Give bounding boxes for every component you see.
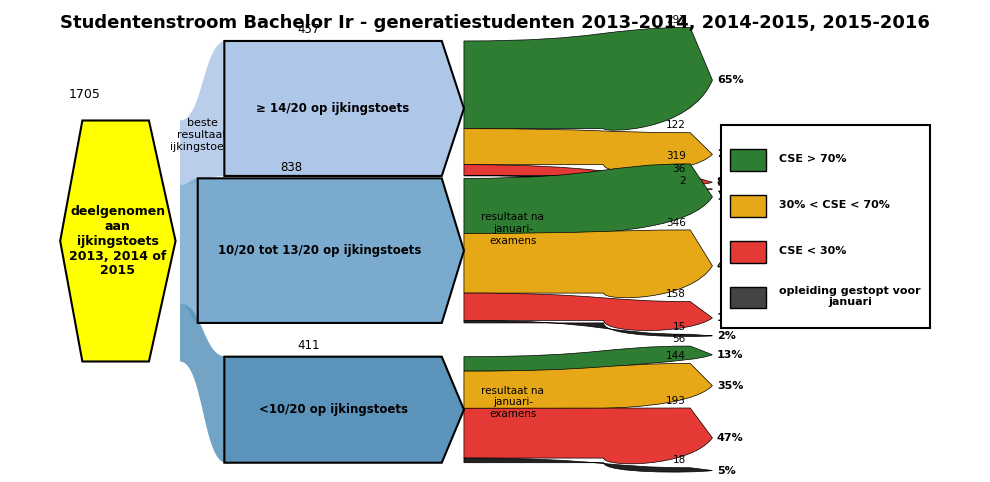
FancyBboxPatch shape [731,195,765,217]
Text: resultaat na
januari-
examens: resultaat na januari- examens [481,386,544,419]
PathPatch shape [464,129,713,172]
Text: 158: 158 [666,289,686,299]
PathPatch shape [464,175,713,189]
Text: 56: 56 [672,334,686,344]
Text: 8%: 8% [717,177,736,187]
Text: 65%: 65% [717,75,743,85]
PathPatch shape [180,178,200,323]
Text: 36: 36 [672,163,686,174]
Text: deelgenomen
aan
ijkingstoets
2013, 2014 of
2015: deelgenomen aan ijkingstoets 2013, 2014 … [69,204,166,278]
Text: 319: 319 [666,151,686,161]
PathPatch shape [464,408,713,464]
Text: 457: 457 [297,23,320,36]
Text: 26%: 26% [717,149,743,160]
FancyBboxPatch shape [731,149,765,171]
Text: CSE > 70%: CSE > 70% [779,154,846,164]
PathPatch shape [464,27,713,130]
FancyBboxPatch shape [731,241,765,263]
Text: 35%: 35% [717,381,743,391]
Text: 2: 2 [679,176,686,187]
Polygon shape [198,178,464,323]
Text: beste
resultaat
ijkingstoets: beste resultaat ijkingstoets [170,119,235,151]
Text: 2%: 2% [717,331,736,341]
Text: 38%: 38% [717,192,743,202]
Text: 47%: 47% [717,433,743,443]
PathPatch shape [464,164,713,233]
FancyBboxPatch shape [731,287,765,308]
Text: 1%: 1% [717,184,736,194]
Polygon shape [225,357,464,463]
Text: 346: 346 [666,217,686,228]
PathPatch shape [464,293,713,331]
Text: 5%: 5% [717,466,736,476]
Text: 144: 144 [666,351,686,361]
Polygon shape [225,41,464,176]
Polygon shape [60,120,175,362]
Text: <10/20 op ijkingstoets: <10/20 op ijkingstoets [258,403,408,416]
Text: 13%: 13% [717,350,743,360]
PathPatch shape [464,346,713,371]
FancyBboxPatch shape [722,125,930,328]
Text: 15: 15 [672,322,686,332]
Text: opleiding gestopt voor
januari: opleiding gestopt voor januari [779,286,921,307]
Text: 18: 18 [672,455,686,465]
PathPatch shape [180,41,226,185]
Text: CSE < 30%: CSE < 30% [779,246,846,255]
PathPatch shape [464,321,713,336]
Text: 297: 297 [666,15,686,25]
Text: 30% < CSE < 70%: 30% < CSE < 70% [779,200,890,210]
Text: 19%: 19% [717,313,743,323]
Text: 41%: 41% [717,261,743,271]
Text: ≥ 14/20 op ijkingstoets: ≥ 14/20 op ijkingstoets [256,102,410,115]
PathPatch shape [464,165,713,187]
PathPatch shape [464,230,713,298]
Text: 1705: 1705 [69,88,101,101]
Text: Studentenstroom Bachelor Ir - generatiestudenten 2013-2014, 2014-2015, 2015-2016: Studentenstroom Bachelor Ir - generaties… [60,14,930,32]
Text: 838: 838 [280,161,302,174]
Text: 411: 411 [297,339,320,352]
Text: 122: 122 [666,120,686,130]
Text: 193: 193 [666,396,686,405]
Text: 10/20 tot 13/20 op ijkingstoets: 10/20 tot 13/20 op ijkingstoets [218,244,422,257]
Text: resultaat na
januari-
examens: resultaat na januari- examens [481,213,544,245]
PathPatch shape [180,304,226,463]
PathPatch shape [464,458,713,472]
PathPatch shape [464,363,713,408]
